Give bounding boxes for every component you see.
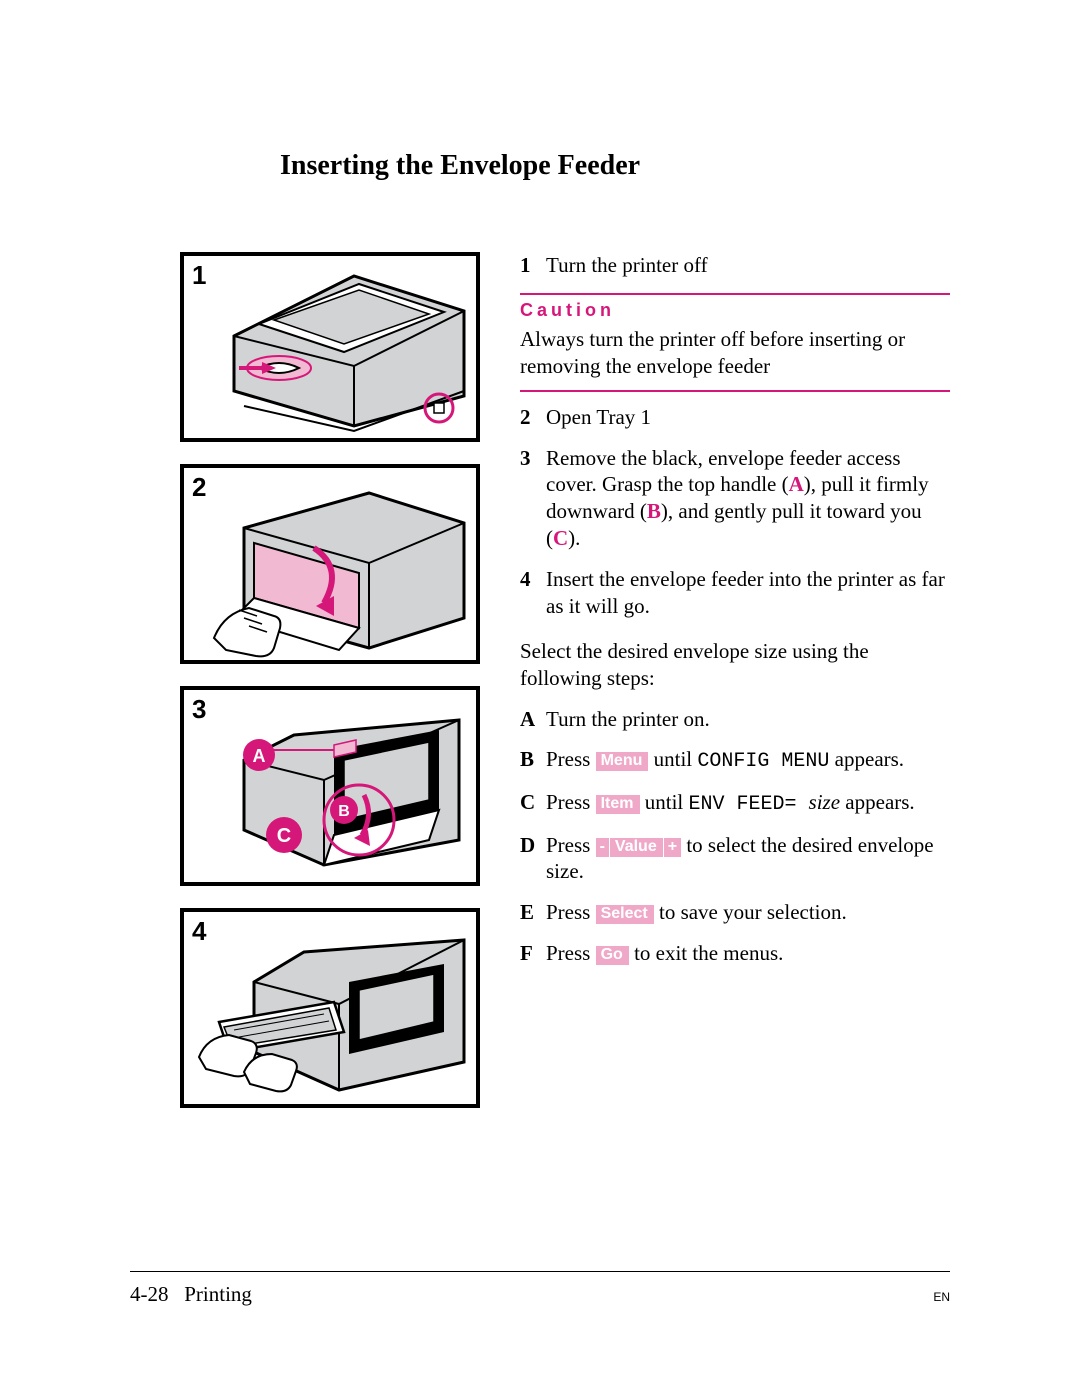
selection-intro: Select the desired envelope size using t… xyxy=(520,638,950,692)
value-button: Value xyxy=(610,838,663,857)
step-2: 2 Open Tray 1 xyxy=(520,404,950,431)
svg-text:C: C xyxy=(277,825,291,847)
figure-1-illustration xyxy=(184,256,476,438)
step-f-body: Press Go to exit the menus. xyxy=(546,940,950,967)
step-c: C Press Item until ENV FEED= size appear… xyxy=(520,789,950,818)
step-a-body: Turn the printer on. xyxy=(546,706,950,733)
step-3-a: A xyxy=(789,472,804,496)
footer-right: EN xyxy=(933,1290,950,1304)
step-e: E Press Select to save your selection. xyxy=(520,899,950,926)
step-d-body: Press -Value+ to select the desired enve… xyxy=(546,832,950,886)
figure-4-number: 4 xyxy=(192,916,206,947)
step-f-label: F xyxy=(520,940,546,967)
step-b-until: until xyxy=(648,747,697,771)
value-minus-button: - xyxy=(596,838,609,857)
figure-2-illustration xyxy=(184,468,476,660)
svg-text:A: A xyxy=(253,746,266,766)
value-plus-button: + xyxy=(664,838,681,857)
step-d: D Press -Value+ to select the desired en… xyxy=(520,832,950,886)
page-heading: Inserting the Envelope Feeder xyxy=(280,150,950,182)
figure-3: 3 A B xyxy=(180,686,480,886)
step-b-label: B xyxy=(520,746,546,775)
svg-text:B: B xyxy=(338,803,350,820)
caution-body: Always turn the printer off before inser… xyxy=(520,326,950,380)
step-2-body: Open Tray 1 xyxy=(546,404,950,431)
step-3-body: Remove the black, envelope feeder access… xyxy=(546,445,950,553)
step-4: 4 Insert the envelope feeder into the pr… xyxy=(520,566,950,620)
step-c-label: C xyxy=(520,789,546,818)
item-button: Item xyxy=(596,795,640,814)
step-a-label: A xyxy=(520,706,546,733)
figure-3-number: 3 xyxy=(192,694,206,725)
caution-rule-bottom xyxy=(520,390,950,392)
step-b: B Press Menu until CONFIG MENU appears. xyxy=(520,746,950,775)
footer-page-number: 4-28 xyxy=(130,1282,169,1306)
figure-column: 1 xyxy=(180,252,480,1108)
figure-4-illustration xyxy=(184,912,476,1104)
select-button: Select xyxy=(596,905,654,924)
step-3-label: 3 xyxy=(520,445,546,553)
step-d-press: Press xyxy=(546,833,596,857)
step-d-label: D xyxy=(520,832,546,886)
go-button: Go xyxy=(596,946,629,965)
step-b-press: Press xyxy=(546,747,596,771)
content-columns: 1 xyxy=(180,252,950,1108)
figure-2: 2 xyxy=(180,464,480,664)
step-a: A Turn the printer on. xyxy=(520,706,950,733)
figure-3-illustration: A B C xyxy=(184,690,476,882)
step-e-tail: to save your selection. xyxy=(654,900,847,924)
step-1: 1 Turn the printer off xyxy=(520,252,950,279)
step-c-body: Press Item until ENV FEED= size appears. xyxy=(546,789,950,818)
step-e-body: Press Select to save your selection. xyxy=(546,899,950,926)
figure-1-number: 1 xyxy=(192,260,206,291)
text-column: 1 Turn the printer off Caution Always tu… xyxy=(520,252,950,1108)
step-3: 3 Remove the black, envelope feeder acce… xyxy=(520,445,950,553)
step-4-body: Insert the envelope feeder into the prin… xyxy=(546,566,950,620)
step-b-body: Press Menu until CONFIG MENU appears. xyxy=(546,746,950,775)
step-c-display: ENV FEED= xyxy=(689,793,809,816)
step-1-label: 1 xyxy=(520,252,546,279)
step-c-tail: appears. xyxy=(840,790,915,814)
figure-1: 1 xyxy=(180,252,480,442)
figure-4: 4 xyxy=(180,908,480,1108)
step-3-text-post: ). xyxy=(568,526,580,550)
footer-left: 4-28 Printing xyxy=(130,1282,252,1307)
step-f-tail: to exit the menus. xyxy=(629,941,784,965)
figure-2-number: 2 xyxy=(192,472,206,503)
footer-rule xyxy=(130,1271,950,1272)
step-c-until: until xyxy=(640,790,689,814)
step-2-label: 2 xyxy=(520,404,546,431)
step-4-label: 4 xyxy=(520,566,546,620)
footer-row: 4-28 Printing EN xyxy=(130,1282,950,1307)
caution-label: Caution xyxy=(520,299,950,322)
step-b-display: CONFIG MENU xyxy=(697,750,829,773)
step-1-body: Turn the printer off xyxy=(546,252,950,279)
menu-button: Menu xyxy=(596,752,649,771)
footer-section: Printing xyxy=(184,1282,252,1306)
step-c-italic: size xyxy=(809,790,841,814)
step-c-press: Press xyxy=(546,790,596,814)
page-footer: 4-28 Printing EN xyxy=(130,1271,950,1307)
step-f-press: Press xyxy=(546,941,596,965)
step-e-label: E xyxy=(520,899,546,926)
caution-rule-top xyxy=(520,293,950,295)
manual-page: Inserting the Envelope Feeder 1 xyxy=(0,0,1080,1397)
step-3-c: C xyxy=(553,526,568,550)
step-f: F Press Go to exit the menus. xyxy=(520,940,950,967)
step-e-press: Press xyxy=(546,900,596,924)
step-3-b: B xyxy=(647,499,661,523)
step-b-tail: appears. xyxy=(829,747,904,771)
